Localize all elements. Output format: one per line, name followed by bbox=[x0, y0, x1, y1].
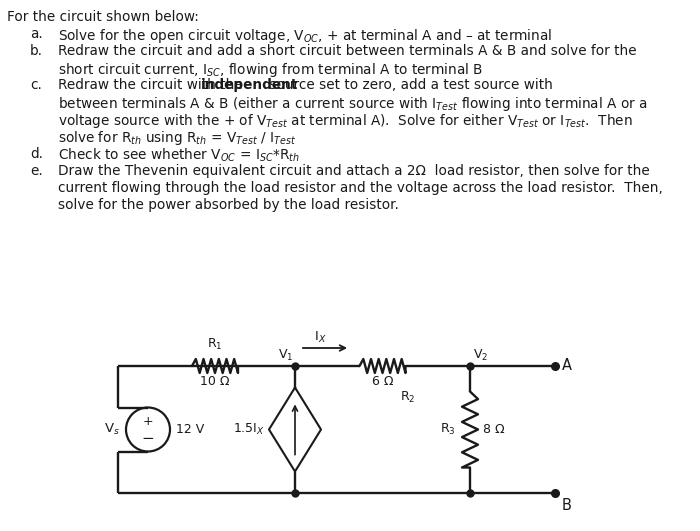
Text: d.: d. bbox=[30, 147, 43, 161]
Text: solve for the power absorbed by the load resistor.: solve for the power absorbed by the load… bbox=[58, 198, 399, 212]
Text: source set to zero, add a test source with: source set to zero, add a test source wi… bbox=[265, 78, 553, 92]
Text: Redraw the circuit and add a short circuit between terminals A & B and solve for: Redraw the circuit and add a short circu… bbox=[58, 44, 636, 58]
Text: A: A bbox=[562, 358, 572, 373]
Text: I$_X$: I$_X$ bbox=[314, 330, 326, 345]
Text: a.: a. bbox=[30, 27, 43, 41]
Text: Check to see whether V$_{OC}$ = I$_{SC}$*R$_{th}$: Check to see whether V$_{OC}$ = I$_{SC}$… bbox=[58, 147, 300, 165]
Text: 10 Ω: 10 Ω bbox=[200, 375, 230, 388]
Text: between terminals A & B (either a current source with I$_{Test}$ flowing into te: between terminals A & B (either a curren… bbox=[58, 95, 648, 113]
Text: b.: b. bbox=[30, 44, 43, 58]
Text: B: B bbox=[562, 498, 572, 513]
Text: independent: independent bbox=[201, 78, 298, 92]
Text: R$_3$: R$_3$ bbox=[440, 422, 456, 437]
Text: Solve for the open circuit voltage, V$_{OC}$, + at terminal A and – at terminal: Solve for the open circuit voltage, V$_{… bbox=[58, 27, 552, 45]
Text: short circuit current, I$_{SC}$, flowing from terminal A to terminal B: short circuit current, I$_{SC}$, flowing… bbox=[58, 61, 483, 79]
Text: −: − bbox=[141, 431, 155, 446]
Text: +: + bbox=[143, 415, 153, 428]
Text: Redraw the circuit with the: Redraw the circuit with the bbox=[58, 78, 247, 92]
Text: 6 Ω: 6 Ω bbox=[372, 375, 393, 388]
Text: 8 Ω: 8 Ω bbox=[483, 423, 505, 436]
Text: solve for R$_{th}$ using R$_{th}$ = V$_{Test}$ / I$_{Test}$: solve for R$_{th}$ using R$_{th}$ = V$_{… bbox=[58, 129, 297, 147]
Text: Draw the Thevenin equivalent circuit and attach a 2Ω  load resistor, then solve : Draw the Thevenin equivalent circuit and… bbox=[58, 164, 650, 178]
Text: V$_2$: V$_2$ bbox=[473, 348, 489, 363]
Text: voltage source with the + of V$_{Test}$ at terminal A).  Solve for either V$_{Te: voltage source with the + of V$_{Test}$ … bbox=[58, 112, 633, 130]
Text: e.: e. bbox=[30, 164, 43, 178]
Text: c.: c. bbox=[30, 78, 42, 92]
Text: 12 V: 12 V bbox=[176, 423, 204, 436]
Text: For the circuit shown below:: For the circuit shown below: bbox=[7, 10, 199, 24]
Text: V$_1$: V$_1$ bbox=[278, 348, 293, 363]
Text: R$_1$: R$_1$ bbox=[207, 337, 223, 352]
Text: R$_2$: R$_2$ bbox=[400, 390, 415, 405]
Text: current flowing through the load resistor and the voltage across the load resist: current flowing through the load resisto… bbox=[58, 181, 663, 195]
Text: 1.5I$_X$: 1.5I$_X$ bbox=[233, 422, 265, 437]
Text: V$_s$: V$_s$ bbox=[104, 422, 120, 437]
